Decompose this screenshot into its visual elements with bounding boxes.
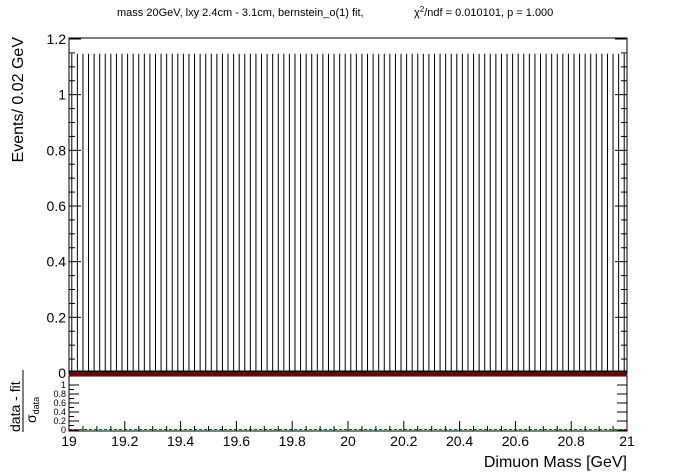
main-plot-frame: [68, 37, 628, 375]
y-tick-label: 0: [58, 365, 66, 381]
ratio-y-tick-label: 0: [61, 425, 66, 435]
main-plot-panel: 0 0.2 0.4 0.6 0.8 1 1.2: [47, 31, 627, 381]
x-tick-label: 19.4: [167, 433, 194, 449]
y-tick-label: 0.4: [47, 254, 67, 270]
x-tick-label: 20: [340, 433, 356, 449]
x-tick-label: 19.8: [279, 433, 306, 449]
chi-value: /ndf = 0.010101, p = 1.000: [424, 7, 553, 19]
y-tick-label: 0.2: [47, 309, 67, 325]
ratio-plot-frame: [68, 375, 628, 432]
ratio-y-label-denominator: σdata: [23, 397, 41, 423]
sigma-subscript: data: [31, 397, 41, 415]
x-tick-label: 20.8: [558, 433, 585, 449]
ratio-plot-panel: 00.20.40.60.81 19 19.2 19.4 19.6 19.8 20 20.2 20…: [53, 380, 635, 449]
ratio-y-label-numerator: data - fit: [7, 381, 23, 432]
ratio-y-tick-label: 1: [61, 380, 66, 390]
ratio-y-tick-label: 0.2: [53, 416, 66, 426]
ratio-y-tick-label: 0.8: [53, 389, 66, 399]
y-tick-label: 0.6: [47, 198, 67, 214]
ratio-y-tick-label: 0.4: [53, 407, 66, 417]
x-tick-label: 19.6: [223, 433, 250, 449]
chart-fit-stats: χ2/ndf = 0.010101, p = 1.000: [414, 5, 553, 19]
x-axis-label: Dimuon Mass [GeV]: [484, 454, 627, 471]
chart-title: mass 20GeV, lxy 2.4cm - 3.1cm, bernstein…: [117, 7, 364, 19]
x-tick-label: 20.2: [390, 433, 417, 449]
x-tick-label: 19.2: [111, 433, 138, 449]
chi-superscript: 2: [420, 5, 425, 14]
y-axis-label: Events/ 0.02 GeV: [10, 37, 27, 163]
x-tick-label: 19: [61, 433, 77, 449]
ratio-y-tick-label: 0.6: [53, 398, 66, 408]
ratio-y-axis-label: data - fit σdata: [7, 370, 41, 432]
x-tick-label: 20.6: [502, 433, 529, 449]
x-tick-label: 21: [619, 433, 635, 449]
sigma-symbol: σ: [23, 414, 39, 423]
chi-symbol: χ: [414, 7, 420, 19]
y-tick-label: 0.8: [47, 142, 67, 158]
y-tick-label: 1: [58, 87, 66, 103]
y-tick-label: 1.2: [47, 31, 67, 47]
x-tick-label: 20.4: [446, 433, 473, 449]
